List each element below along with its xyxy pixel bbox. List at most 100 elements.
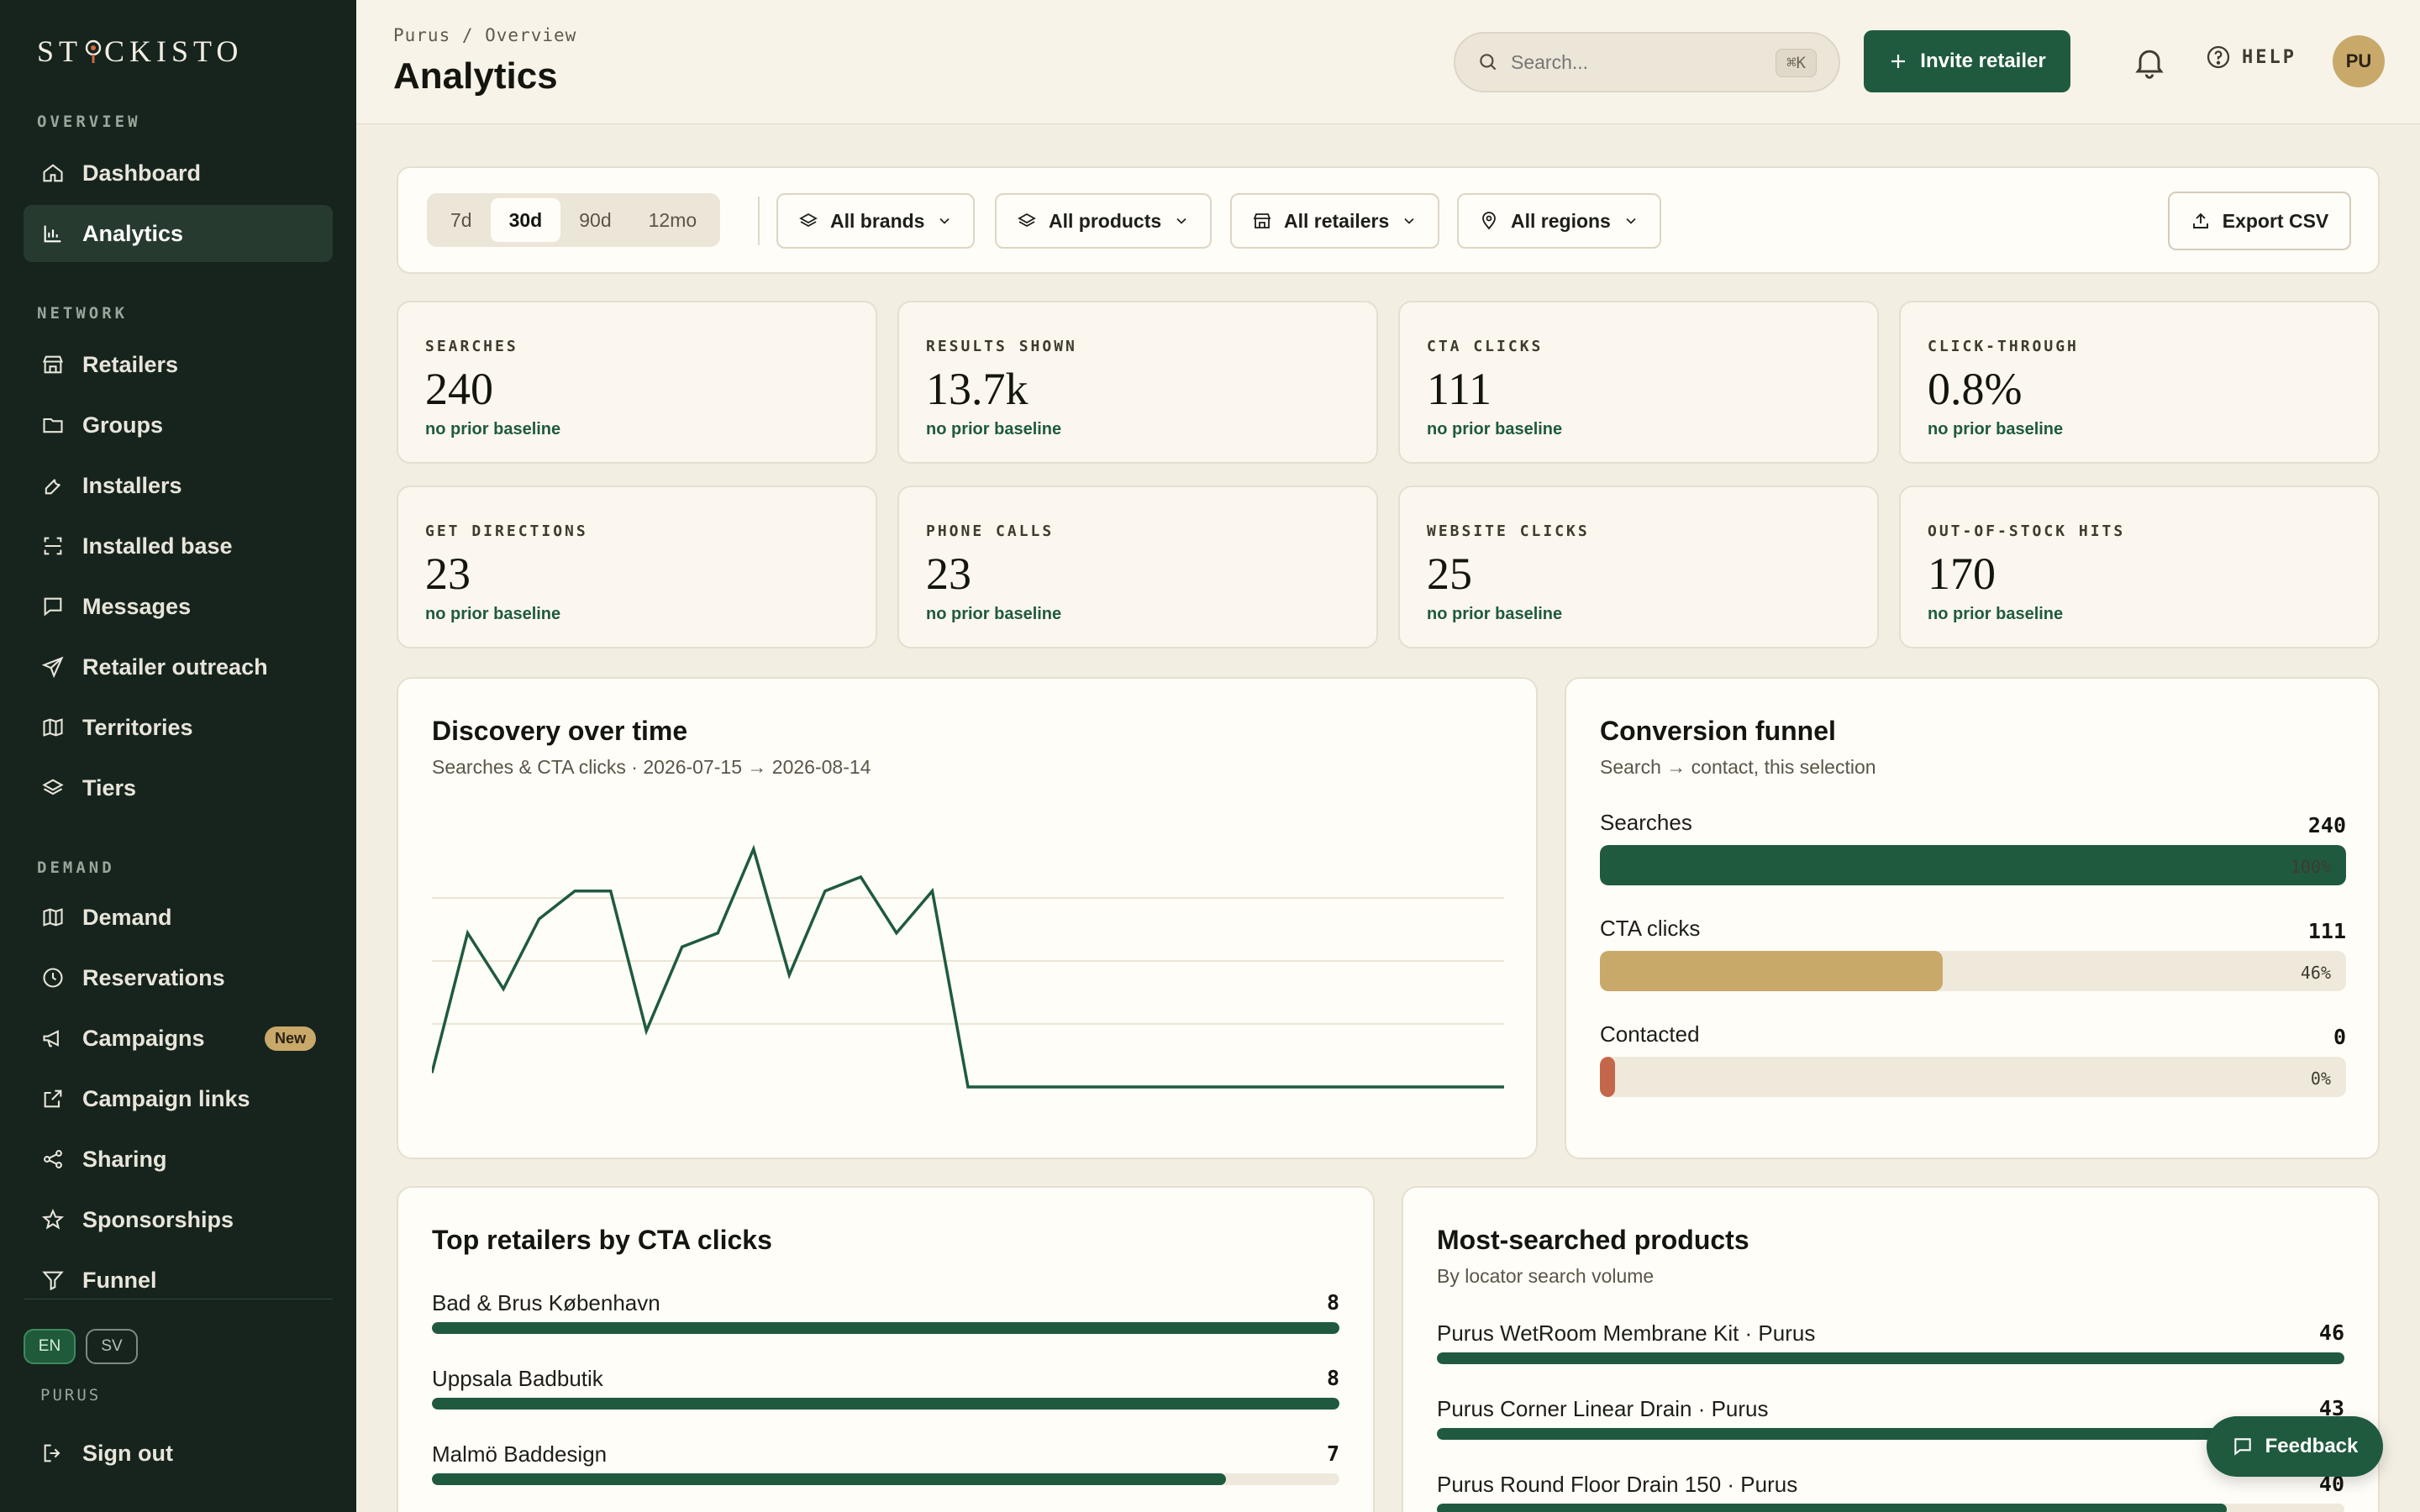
megaphone-icon	[40, 1026, 66, 1051]
product-track	[1437, 1428, 2344, 1440]
data-point[interactable]	[570, 886, 580, 896]
data-point[interactable]	[1142, 1082, 1152, 1092]
sidebar-item-territories[interactable]: Territories	[24, 699, 333, 756]
sidebar-item-retailers[interactable]: Retailers	[24, 336, 333, 393]
data-point[interactable]	[1356, 1082, 1366, 1092]
sidebar-item-reservations[interactable]: Reservations	[24, 949, 333, 1006]
sidebar-item-sponsorships[interactable]: Sponsorships	[24, 1191, 333, 1248]
search-input[interactable]	[1511, 50, 1746, 74]
funnel-row-name: Contacted	[1600, 1021, 1700, 1047]
sidebar-item-installed-base[interactable]: Installed base	[24, 517, 333, 575]
sidebar-item-analytics[interactable]: Analytics	[24, 205, 333, 262]
sign-out-button[interactable]: Sign out	[24, 1425, 333, 1482]
invite-retailer-button[interactable]: Invite retailer	[1864, 30, 2070, 92]
data-point[interactable]	[892, 928, 902, 938]
sidebar-item-messages[interactable]: Messages	[24, 578, 333, 635]
funnel-row-name: CTA clicks	[1600, 916, 1701, 941]
sidebar-item-tiers[interactable]: Tiers	[24, 759, 333, 816]
data-point[interactable]	[820, 886, 830, 896]
chevron-down-icon	[1401, 213, 1418, 229]
data-point[interactable]	[1249, 1082, 1259, 1092]
sidebar-item-installers[interactable]: Installers	[24, 457, 333, 514]
avatar[interactable]: PU	[2333, 35, 2385, 87]
kpi-note: no prior baseline	[425, 420, 561, 438]
data-point[interactable]	[927, 886, 937, 896]
data-point[interactable]	[784, 970, 794, 980]
data-point[interactable]	[463, 928, 473, 938]
data-point[interactable]	[713, 928, 723, 938]
data-point[interactable]	[855, 872, 865, 882]
data-point[interactable]	[1463, 1082, 1473, 1092]
search-box[interactable]: ⌘K	[1454, 32, 1840, 92]
data-point[interactable]	[1392, 1082, 1402, 1092]
message-icon	[40, 594, 66, 619]
map-icon	[40, 715, 66, 740]
kpi-note: no prior baseline	[1427, 420, 1563, 438]
sign-out-label: Sign out	[82, 1440, 173, 1466]
filter-icon	[40, 1268, 66, 1293]
plus-icon	[1888, 51, 1908, 71]
data-point[interactable]	[1071, 1082, 1081, 1092]
data-point[interactable]	[1428, 1082, 1438, 1092]
sidebar-item-campaigns[interactable]: Campaigns New	[24, 1010, 333, 1067]
data-point[interactable]	[1285, 1082, 1295, 1092]
funnel-title: Conversion funnel	[1600, 716, 1836, 746]
data-point[interactable]	[963, 1082, 973, 1092]
regions-dropdown[interactable]: All regions	[1457, 193, 1661, 249]
section-label-demand: DEMAND	[37, 858, 115, 877]
data-point[interactable]	[1177, 1082, 1187, 1092]
data-point[interactable]	[1320, 1082, 1330, 1092]
sidebar-item-label: Dashboard	[82, 160, 202, 186]
discovery-chart-card: Discovery over time Searches & CTA click…	[397, 677, 1538, 1159]
help-button[interactable]: HELP	[2205, 44, 2296, 71]
sidebar-item-demand[interactable]: Demand	[24, 889, 333, 946]
data-point[interactable]	[1106, 1082, 1116, 1092]
kpi-label: OUT-OF-STOCK HITS	[1928, 522, 2126, 540]
sidebar-item-dashboard[interactable]: Dashboard	[24, 144, 333, 202]
data-point[interactable]	[677, 942, 687, 952]
kpi-label: CLICK-THROUGH	[1928, 338, 2079, 355]
data-point[interactable]	[432, 1068, 437, 1078]
products-dropdown[interactable]: All products	[995, 193, 1213, 249]
sidebar-item-label: Retailer outreach	[82, 654, 268, 680]
data-point[interactable]	[641, 1026, 651, 1036]
range-30d[interactable]: 30d	[490, 198, 561, 242]
wrench-icon	[40, 473, 66, 498]
data-point[interactable]	[606, 886, 616, 896]
retailer-fill	[432, 1473, 1226, 1485]
data-point[interactable]	[749, 844, 759, 854]
data-point[interactable]	[1213, 1082, 1223, 1092]
kpi-card-get-directions: GET DIRECTIONS 23 no prior baseline	[397, 486, 877, 648]
sidebar-item-sharing[interactable]: Sharing	[24, 1131, 333, 1188]
scan-icon	[40, 533, 66, 559]
language-en-button[interactable]: EN	[24, 1329, 76, 1364]
sidebar-item-funnel[interactable]: Funnel	[24, 1252, 333, 1309]
feedback-button[interactable]: Feedback	[2207, 1416, 2383, 1477]
sidebar-item-groups[interactable]: Groups	[24, 396, 333, 454]
search-shortcut: ⌘K	[1776, 49, 1817, 77]
kpi-label: WEBSITE CLICKS	[1427, 522, 1590, 540]
range-7d[interactable]: 7d	[450, 208, 472, 231]
data-point[interactable]	[1034, 1082, 1044, 1092]
retailer-value: 8	[1326, 1366, 1339, 1390]
data-point[interactable]	[999, 1082, 1009, 1092]
bell-icon[interactable]	[2131, 44, 2168, 81]
location-pin-icon	[1479, 211, 1499, 231]
data-point[interactable]	[534, 914, 544, 924]
brands-dropdown[interactable]: All brands	[776, 193, 976, 249]
layers-icon	[798, 211, 818, 231]
range-90d[interactable]: 90d	[579, 208, 612, 231]
funnel-row-name: Searches	[1600, 810, 1692, 835]
data-point[interactable]	[498, 984, 508, 994]
sidebar-item-label: Installers	[82, 472, 182, 498]
language-sv-button[interactable]: SV	[86, 1329, 138, 1364]
sidebar-item-retailer-outreach[interactable]: Retailer outreach	[24, 638, 333, 696]
export-csv-button[interactable]: Export CSV	[2168, 192, 2351, 250]
retailers-dropdown[interactable]: All retailers	[1230, 193, 1440, 249]
upload-icon	[2191, 211, 2211, 231]
data-point[interactable]	[1499, 1082, 1504, 1092]
logo[interactable]: ST CKISTO	[37, 34, 243, 69]
retailer-name: Bad & Brus København	[432, 1290, 660, 1315]
range-12mo[interactable]: 12mo	[648, 208, 697, 231]
sidebar-item-campaign-links[interactable]: Campaign links	[24, 1070, 333, 1127]
